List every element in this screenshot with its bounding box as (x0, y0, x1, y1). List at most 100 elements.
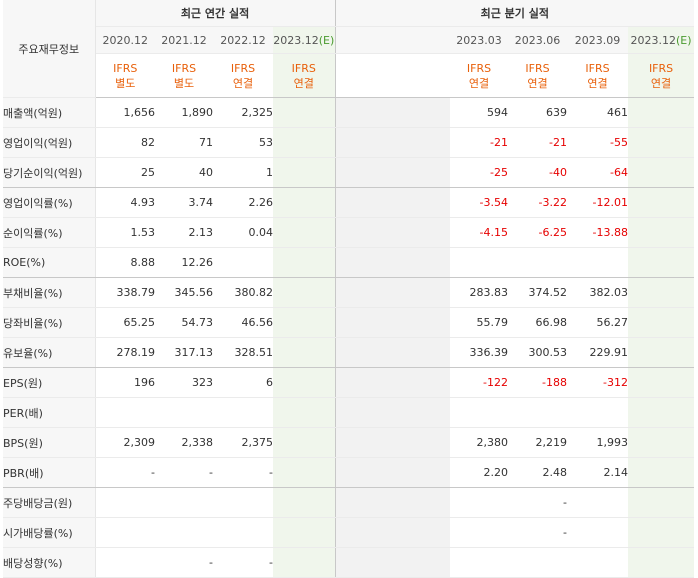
value-cell: 2.48 (508, 457, 568, 488)
period-label: 2022.12 (220, 33, 266, 47)
section-gap (334, 397, 451, 428)
table-row: 순이익률(%) 1.53 2.13 0.04 -4.15 -6.25 -13.88 (3, 217, 695, 248)
table-row: PER(배) (3, 397, 695, 428)
value-cell: 46.56 (213, 307, 273, 338)
row-label: BPS(원) (3, 427, 96, 458)
value-cell (628, 517, 695, 548)
value-cell: -6.25 (508, 217, 568, 248)
value-cell (273, 487, 336, 518)
value-cell (567, 397, 629, 428)
value-cell: -3.54 (450, 187, 509, 218)
value-cell (508, 547, 568, 578)
accounting-standard: IFRS 연결 (567, 53, 629, 98)
row-label: 시가배당률(%) (3, 517, 96, 548)
value-cell (628, 547, 695, 578)
value-cell (273, 247, 336, 278)
period-header: 2022.12 (213, 26, 273, 54)
value-cell: -21 (508, 127, 568, 158)
section-gap (334, 457, 451, 488)
value-cell (508, 247, 568, 278)
table-row: 유보율(%) 278.19 317.13 328.51 336.39 300.53 229.… (3, 337, 695, 368)
row-label: EPS(원) (3, 367, 96, 398)
value-cell (273, 367, 336, 398)
value-cell: 2.13 (155, 217, 213, 248)
period-header: 2023.09 (567, 26, 629, 54)
value-cell (567, 247, 629, 278)
value-cell (567, 517, 629, 548)
accounting-standard: IFRS 연결 (213, 53, 273, 98)
section-gap (334, 337, 451, 368)
value-cell (273, 337, 336, 368)
standard-name: IFRS (585, 61, 610, 75)
section-gap (334, 547, 451, 578)
value-cell: 40 (155, 157, 213, 188)
value-cell: -188 (508, 367, 568, 398)
annual-section-title: 최근 연간 실적 (95, 0, 336, 27)
value-cell: -3.22 (508, 187, 568, 218)
value-cell (628, 427, 695, 458)
period-label: 2023.09 (574, 33, 621, 47)
value-cell: 4.93 (95, 187, 155, 218)
period-header: 2023.12(E) (273, 26, 336, 54)
value-cell: 639 (508, 97, 568, 128)
estimate-mark: (E) (676, 33, 692, 47)
value-cell: 2.20 (450, 457, 509, 488)
row-label: 순이익률(%) (3, 217, 96, 248)
accounting-standard: IFRS 별도 (95, 53, 155, 98)
section-gap (334, 187, 451, 218)
value-cell: -312 (567, 367, 629, 398)
standard-name: IFRS (648, 61, 674, 75)
value-cell: 8.88 (95, 247, 155, 278)
value-cell: 2,309 (95, 427, 155, 458)
value-cell: -25 (450, 157, 509, 188)
value-cell: 6 (213, 367, 273, 398)
value-cell: 278.19 (95, 337, 155, 368)
value-cell: 382.03 (567, 277, 629, 308)
period-row: 2020.12 2021.12 2022.12 2023.12(E) 2023.03 20… (3, 26, 695, 54)
value-cell (273, 307, 336, 338)
consolidation-type: 연결 (587, 76, 608, 90)
value-cell: 300.53 (508, 337, 568, 368)
value-cell (628, 397, 695, 428)
value-cell (628, 307, 695, 338)
period-header: 2021.12 (155, 26, 213, 54)
value-cell (273, 217, 336, 248)
value-cell (450, 487, 509, 518)
value-cell (567, 487, 629, 518)
table-row: 영업이익(억원) 82 71 53 -21 -21 -55 (3, 127, 695, 158)
value-cell (273, 187, 336, 218)
value-cell: 71 (155, 127, 213, 158)
row-label: 주당배당금(원) (3, 487, 96, 518)
value-cell (213, 487, 273, 518)
value-cell (628, 157, 695, 188)
period-header: 2023.06 (508, 26, 568, 54)
value-cell (273, 517, 336, 548)
table-row: 당좌비율(%) 65.25 54.73 46.56 55.79 66.98 56.27 (3, 307, 695, 338)
value-cell: - (213, 547, 273, 578)
section-gap (334, 26, 451, 54)
value-cell: 229.91 (567, 337, 629, 368)
standard-name: IFRS (466, 61, 492, 75)
row-label: 부채비율(%) (3, 277, 96, 308)
value-cell (628, 217, 695, 248)
consolidation-type: 연결 (293, 76, 314, 90)
period-label: 2023.06 (514, 33, 561, 47)
value-cell: 196 (95, 367, 155, 398)
value-cell: 2.14 (567, 457, 629, 488)
value-cell: 53 (213, 127, 273, 158)
value-cell: 323 (155, 367, 213, 398)
section-gap (334, 247, 451, 278)
standard-name: IFRS (171, 61, 197, 75)
value-cell (155, 397, 213, 428)
value-cell: - (213, 457, 273, 488)
value-cell: 66.98 (508, 307, 568, 338)
value-cell: 2,380 (450, 427, 509, 458)
accounting-standard: IFRS 연결 (450, 53, 509, 98)
estimate-mark: (E) (318, 33, 335, 47)
period-label: 2023.03 (456, 33, 502, 47)
row-label: 유보율(%) (3, 337, 96, 368)
table-row: ROE(%) 8.88 12.26 (3, 247, 695, 278)
value-cell (155, 487, 213, 518)
row-label: PER(배) (3, 397, 96, 428)
value-cell: 374.52 (508, 277, 568, 308)
